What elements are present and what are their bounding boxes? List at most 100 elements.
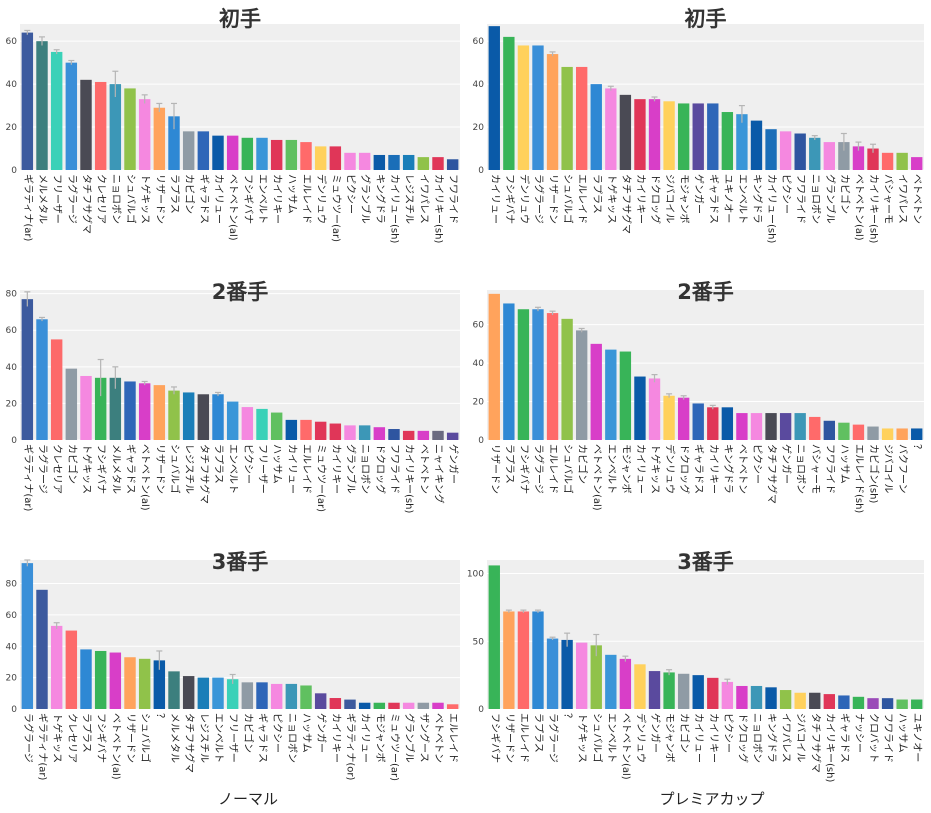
bar [532, 611, 544, 709]
x-tick-label: ゲンガー [649, 713, 661, 753]
x-tick-label: カビゴン(sh) [868, 444, 881, 503]
bar [692, 103, 704, 170]
bar [432, 430, 444, 440]
x-tick-label: ギャラドス [257, 713, 269, 763]
bar [488, 26, 500, 170]
x-tick-label: カイリュー [286, 444, 298, 494]
bar [707, 407, 719, 440]
bar [823, 142, 835, 170]
x-tick-label: ラグラージ [22, 713, 35, 763]
bar [329, 146, 342, 170]
x-tick-label: イワパレス [418, 174, 430, 224]
x-tick-label: ゲンガー [447, 444, 459, 484]
bar [109, 652, 122, 709]
y-tick-label: 100 [467, 570, 484, 580]
bar [838, 142, 850, 170]
x-tick-label: ハッサム [301, 713, 313, 753]
bar [707, 103, 719, 170]
x-tick-label: フシギバナ [503, 174, 515, 224]
x-tick-label: フワライド [447, 174, 459, 224]
x-tick-label: カビゴン [838, 174, 851, 214]
bar [881, 428, 894, 440]
bar [168, 390, 180, 440]
bar [911, 699, 923, 709]
chart-panel-5: 0 50 100 3番手フシギバナ リザードン エルレイド ラプラス ラグラージ？トゲキッスシ… [467, 550, 924, 782]
x-tick-label: デンリュウ [634, 713, 647, 763]
bar [590, 645, 602, 709]
bar [197, 677, 210, 709]
bar [590, 343, 602, 440]
x-tick-label: トゲキッス [139, 174, 151, 224]
footer-label-premier-cup: プレミアカップ [659, 790, 765, 808]
bar [446, 704, 459, 709]
bar [648, 378, 661, 440]
x-tick-label: ギラティナ(ar) [22, 174, 34, 242]
x-tick-label: エルレイド [301, 444, 312, 494]
chart-panel-0: 0 20 40 60 初手ギラティナ(ar) メルメタル フリーザー ラグラージ タチフサグマク… [6, 7, 460, 243]
x-tick-label: ベトベトン [911, 174, 923, 224]
bar [226, 679, 239, 709]
y-tick-label: 40 [473, 359, 485, 369]
x-tick-label: エンベルト [605, 713, 617, 763]
bar [561, 639, 573, 709]
x-tick-label: タチフサグマ [183, 713, 196, 773]
bar [838, 422, 850, 440]
bar [358, 425, 371, 440]
bar [750, 120, 763, 170]
x-tick-label: イワパレス [897, 174, 909, 224]
x-tick-label: ゲンガー [693, 174, 705, 214]
x-tick-label: メルメタル [169, 713, 181, 763]
x-tick-label: カイリキー [634, 174, 646, 224]
chart-panel-3: 02040602番手リザードン ラプラス フシギバナ ラグラージ エルレイド シュバルゴカ… [473, 280, 924, 513]
bar [314, 693, 327, 709]
bar [561, 66, 573, 170]
x-tick-label: カイリキー(sh) [824, 713, 836, 782]
x-tick-label: ラプラス [503, 444, 515, 484]
x-tick-label: エルレイド [576, 174, 587, 224]
bar [344, 699, 356, 709]
x-tick-label: ユキノオー [722, 174, 734, 223]
bar [677, 673, 690, 709]
x-tick-label: カイリュー [634, 444, 646, 494]
bar [765, 129, 777, 170]
bar [546, 313, 559, 440]
x-tick-label: ？ [154, 713, 165, 723]
bar [50, 51, 63, 170]
bar [212, 677, 224, 709]
x-tick-label: ドクロッグ [649, 174, 662, 224]
bar [226, 401, 239, 440]
bar [212, 394, 224, 440]
bar [677, 397, 690, 440]
chart-panel-1: 0204060初手カイリュー フシギバナ デンリュウ ラグラージ リザードン シュバルゴエ… [473, 7, 924, 243]
x-tick-label: ギャラドス [125, 444, 137, 494]
bar [36, 319, 48, 440]
bar [911, 428, 923, 440]
x-tick-label: キングドラ [751, 174, 764, 224]
x-tick-label: エルレイド [547, 444, 558, 494]
x-tick-label: ベトベトン(al) [853, 174, 865, 241]
bar [373, 427, 386, 440]
x-tick-label: カイリュー [489, 174, 501, 224]
bar [721, 407, 734, 440]
x-tick-label: エンベルト [257, 174, 269, 224]
bar [707, 677, 719, 709]
x-tick-label: フワライド [882, 713, 894, 763]
bar [373, 154, 386, 170]
bar [867, 426, 879, 440]
x-tick-label: ナッシー [853, 713, 865, 753]
y-tick-label: 20 [473, 123, 485, 133]
bar [94, 81, 107, 170]
y-tick-label: 0 [11, 166, 17, 176]
bar [124, 381, 136, 440]
bar [314, 146, 327, 170]
x-tick-label: ラプラス [81, 713, 93, 753]
bar [344, 425, 356, 440]
x-tick-label: ベトベトン(al) [139, 444, 151, 511]
bar [488, 293, 500, 440]
x-tick-label: レジスチル [198, 713, 210, 763]
bar [270, 683, 283, 709]
x-tick-label: デンリュウ [315, 174, 328, 224]
plot-background [20, 290, 460, 440]
chart-title: 2番手 [212, 280, 269, 304]
